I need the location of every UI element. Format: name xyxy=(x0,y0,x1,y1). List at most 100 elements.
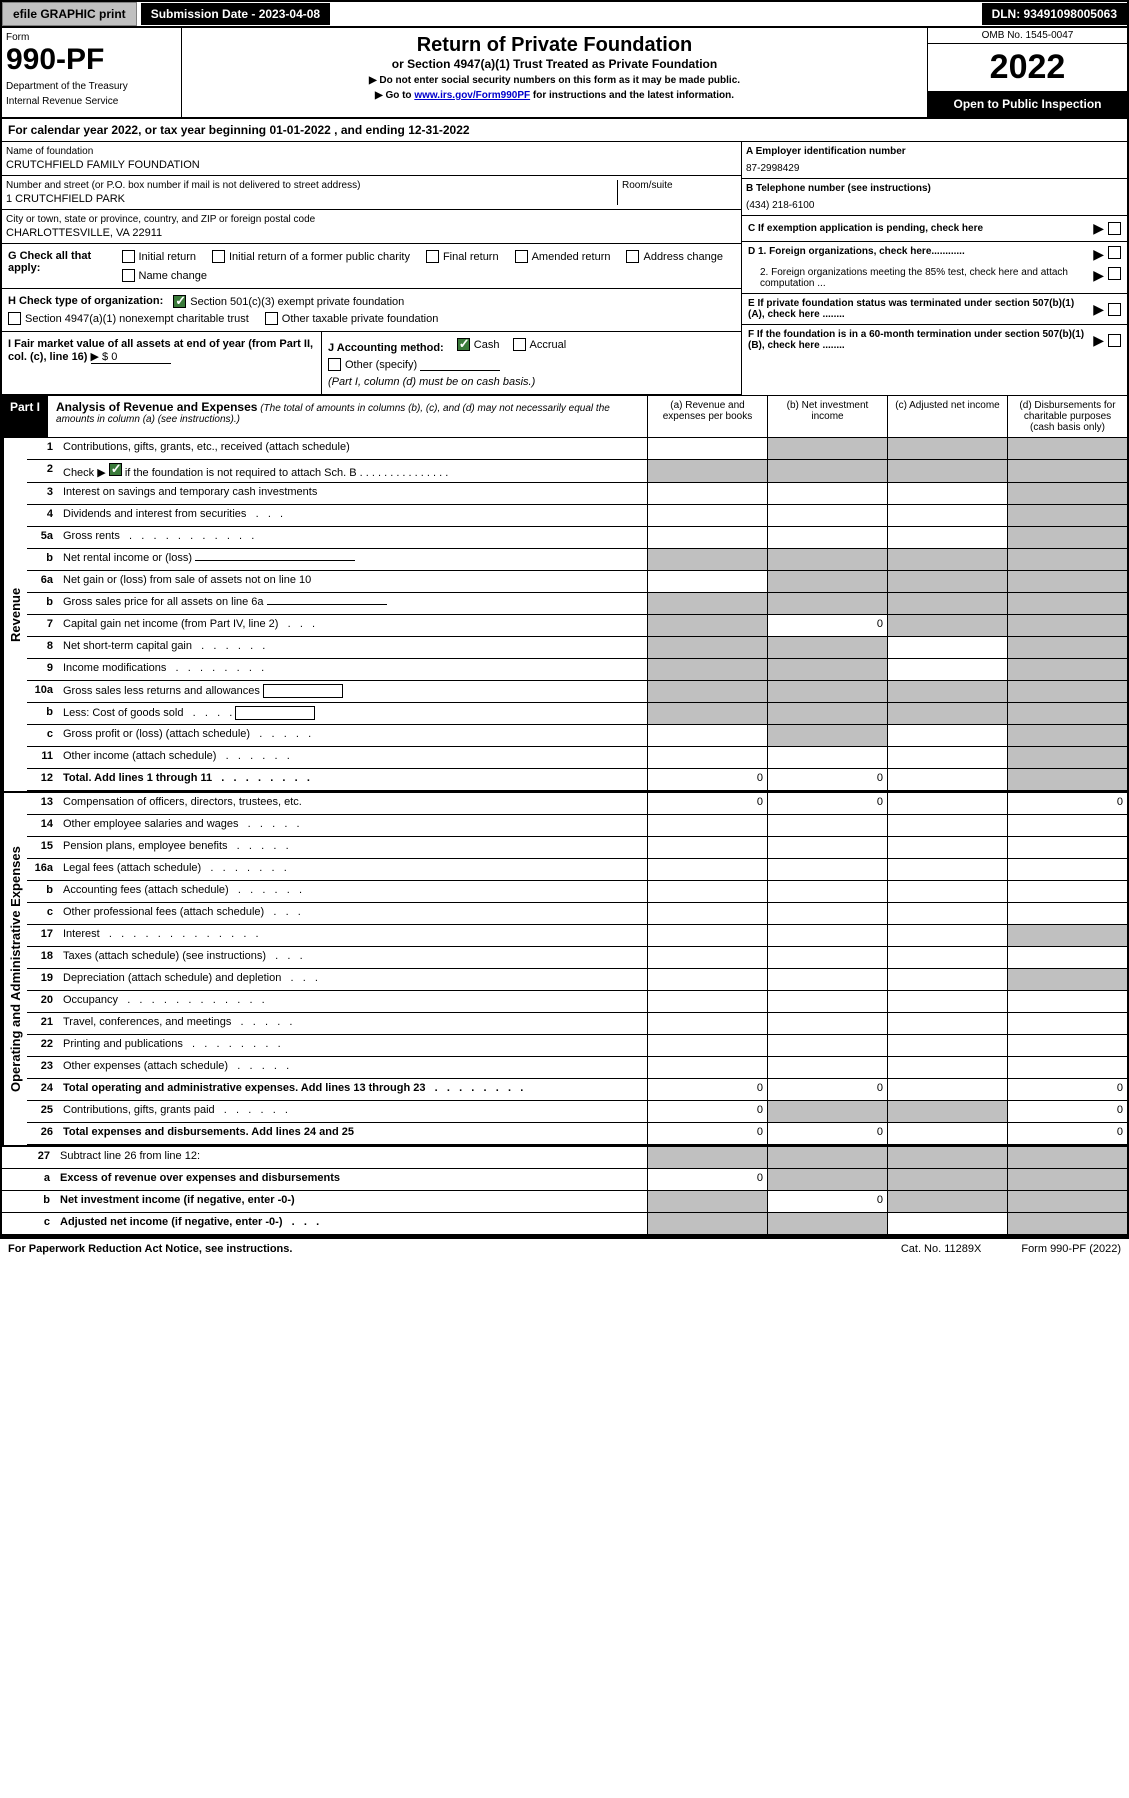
chk-final-return[interactable] xyxy=(426,250,439,263)
name-label: Name of foundation xyxy=(6,146,737,157)
j-note: (Part I, column (d) must be on cash basi… xyxy=(328,376,735,388)
entity-info-right: A Employer identification number 87-2998… xyxy=(742,142,1127,395)
c10ad xyxy=(1007,681,1127,702)
c22c xyxy=(887,1035,1007,1056)
c20d xyxy=(1007,991,1127,1012)
line-4-desc: Dividends and interest from securities .… xyxy=(59,505,647,526)
chk-other-method[interactable] xyxy=(328,358,341,371)
chk-name-change[interactable] xyxy=(122,269,135,282)
chk-4947a1[interactable] xyxy=(8,312,21,325)
line-7-desc: Capital gain net income (from Part IV, l… xyxy=(59,615,647,636)
section-j: J Accounting method: Cash Accrual Other … xyxy=(322,332,741,394)
c21b xyxy=(767,1013,887,1034)
irs-link[interactable]: www.irs.gov/Form990PF xyxy=(414,90,530,101)
chk-501c3[interactable] xyxy=(173,295,186,308)
c2b xyxy=(767,460,887,482)
c17a xyxy=(647,925,767,946)
chk-f[interactable] xyxy=(1108,334,1121,347)
chk-initial-return[interactable] xyxy=(122,250,135,263)
c11c xyxy=(887,747,1007,768)
c27ca xyxy=(647,1213,767,1234)
c13a: 0 xyxy=(647,793,767,814)
part1-badge: Part I xyxy=(2,396,48,437)
line-11-desc: Other income (attach schedule) . . . . .… xyxy=(59,747,647,768)
c1d xyxy=(1007,438,1127,459)
g-opt-1: Initial return of a former public charit… xyxy=(229,251,410,263)
city-cell: City or town, state or province, country… xyxy=(2,210,741,244)
c10ba xyxy=(647,703,767,724)
j-accrual: Accrual xyxy=(530,339,567,351)
ln-5b: b xyxy=(27,549,59,570)
ln-19: 19 xyxy=(27,969,59,990)
opex-section: Operating and Administrative Expenses 13… xyxy=(2,791,1127,1145)
c27cc xyxy=(887,1213,1007,1234)
g-label: G Check all that apply: xyxy=(8,250,112,274)
l5b-blank xyxy=(195,560,355,561)
line-14-desc: Other employee salaries and wages . . . … xyxy=(59,815,647,836)
efile-print-button[interactable]: efile GRAPHIC print xyxy=(2,2,137,26)
c7d xyxy=(1007,615,1127,636)
ln-7: 7 xyxy=(27,615,59,636)
chk-cash[interactable] xyxy=(457,338,470,351)
chk-other-taxable[interactable] xyxy=(265,312,278,325)
chk-c[interactable] xyxy=(1108,222,1121,235)
c9d xyxy=(1007,659,1127,680)
c8a xyxy=(647,637,767,658)
c8c xyxy=(887,637,1007,658)
chk-accrual[interactable] xyxy=(513,338,526,351)
ln-4: 4 xyxy=(27,505,59,526)
l15: Pension plans, employee benefits xyxy=(63,840,228,852)
c15d xyxy=(1007,837,1127,858)
ln-21: 21 xyxy=(27,1013,59,1034)
entity-info-row: Name of foundation CRUTCHFIELD FAMILY FO… xyxy=(2,142,1127,396)
chk-initial-former[interactable] xyxy=(212,250,225,263)
c16ab xyxy=(767,859,887,880)
city-label: City or town, state or province, country… xyxy=(6,214,737,225)
line-9-desc: Income modifications . . . . . . . . xyxy=(59,659,647,680)
instr2-suffix: for instructions and the latest informat… xyxy=(530,90,734,101)
c5ac xyxy=(887,527,1007,548)
ln-5a: 5a xyxy=(27,527,59,548)
arrow-icon: ▶ xyxy=(1093,332,1104,349)
l21: Travel, conferences, and meetings xyxy=(63,1016,231,1028)
line-8-desc: Net short-term capital gain . . . . . . xyxy=(59,637,647,658)
address: 1 CRUTCHFIELD PARK xyxy=(6,193,617,205)
chk-d2[interactable] xyxy=(1108,267,1121,280)
addr-label: Number and street (or P.O. box number if… xyxy=(6,180,617,191)
c26d: 0 xyxy=(1007,1123,1127,1144)
c7c xyxy=(887,615,1007,636)
c11b xyxy=(767,747,887,768)
line-1-desc: Contributions, gifts, grants, etc., rece… xyxy=(59,438,647,459)
l17: Interest xyxy=(63,928,100,940)
chk-e[interactable] xyxy=(1108,303,1121,316)
c4b xyxy=(767,505,887,526)
line-3-desc: Interest on savings and temporary cash i… xyxy=(59,483,647,504)
l10b-box xyxy=(235,706,315,720)
ln-2: 2 xyxy=(27,460,59,482)
c24d: 0 xyxy=(1007,1079,1127,1100)
c10aa xyxy=(647,681,767,702)
line-27a-desc: Excess of revenue over expenses and disb… xyxy=(56,1169,647,1190)
section-h: H Check type of organization: Section 50… xyxy=(2,289,741,332)
ln-10b: b xyxy=(27,703,59,724)
chk-d1[interactable] xyxy=(1108,246,1121,259)
c7b: 0 xyxy=(767,615,887,636)
c9a xyxy=(647,659,767,680)
chk-amended[interactable] xyxy=(515,250,528,263)
line-12-desc: Total. Add lines 1 through 11 . . . . . … xyxy=(59,769,647,790)
chk-address-change[interactable] xyxy=(626,250,639,263)
j-cash: Cash xyxy=(474,339,500,351)
c15b xyxy=(767,837,887,858)
c3b xyxy=(767,483,887,504)
col-c-header: (c) Adjusted net income xyxy=(887,396,1007,437)
c10cd xyxy=(1007,725,1127,746)
c6aa xyxy=(647,571,767,592)
c27a xyxy=(647,1147,767,1168)
l14: Other employee salaries and wages xyxy=(63,818,238,830)
line-21-desc: Travel, conferences, and meetings . . . … xyxy=(59,1013,647,1034)
h-opt-1: Section 501(c)(3) exempt private foundat… xyxy=(190,296,404,308)
l19: Depreciation (attach schedule) and deple… xyxy=(63,972,281,984)
calyear-prefix: For calendar year 2022, or tax year begi… xyxy=(8,123,269,137)
chk-schb[interactable] xyxy=(109,463,122,476)
form-label: Form xyxy=(6,32,177,43)
